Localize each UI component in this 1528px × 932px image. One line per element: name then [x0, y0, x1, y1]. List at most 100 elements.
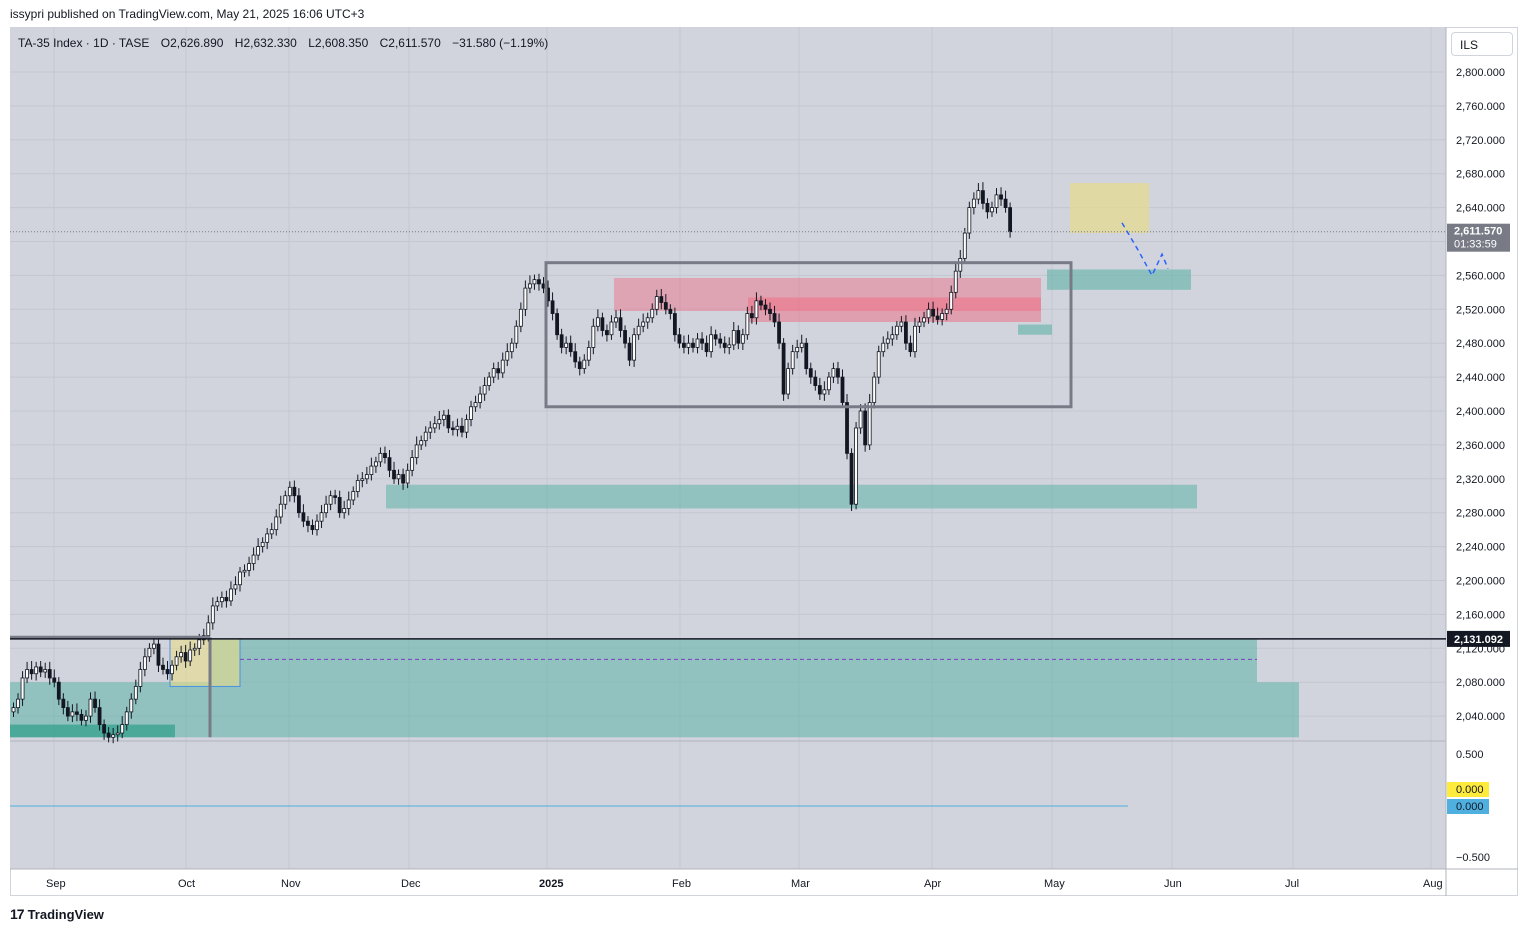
time-axis[interactable]: Sep Oct Nov Dec 2025 Feb Mar Apr May Jun Jul Aug	[46, 878, 1443, 890]
candle	[618, 309, 623, 338]
candle	[922, 311, 926, 328]
candle	[482, 377, 487, 401]
candle-body	[509, 342, 514, 353]
candle-body	[251, 554, 256, 564]
candle	[451, 421, 455, 436]
candle-body	[772, 313, 777, 323]
candle-body	[555, 313, 559, 336]
candle-body	[867, 402, 872, 446]
candle	[990, 201, 994, 217]
indicator-tick-label: −0.500	[1456, 852, 1490, 864]
candle	[161, 657, 165, 675]
candle-body	[283, 495, 288, 505]
candle-body	[786, 368, 791, 395]
footer-brand[interactable]: 17 TradingView	[10, 906, 104, 922]
chart-canvas[interactable]: 2,800.000 2,760.000 2,720.000 2,680.000 2,64…	[10, 27, 1518, 896]
candle	[419, 435, 424, 450]
candle	[827, 372, 831, 395]
projection-path	[1121, 222, 1169, 278]
candle	[777, 313, 781, 350]
candle	[962, 227, 967, 264]
candle	[496, 361, 501, 380]
candle	[650, 303, 655, 323]
x-tick-label: Sep	[46, 878, 66, 890]
countdown-label: 01:33:59	[1454, 239, 1497, 251]
candle	[568, 335, 573, 357]
candle	[306, 516, 310, 533]
candle-body	[296, 495, 301, 514]
candle-body	[129, 698, 134, 713]
candle	[872, 372, 877, 409]
candle-body	[713, 334, 718, 340]
candle	[822, 381, 827, 401]
candle	[858, 404, 863, 434]
supply-zone-inner	[748, 297, 1041, 323]
candle	[364, 466, 369, 484]
candle	[383, 446, 387, 464]
candle	[953, 263, 958, 299]
consolidation-box	[1070, 183, 1149, 234]
candle	[174, 650, 179, 671]
candle-body	[206, 622, 211, 636]
candle-body	[537, 279, 541, 285]
candle	[586, 340, 591, 367]
candle	[179, 645, 184, 663]
candle-body	[124, 711, 129, 725]
candle-body	[65, 707, 70, 717]
candle	[229, 581, 233, 606]
candle	[695, 333, 700, 354]
candle-body	[931, 308, 935, 317]
candle-body	[224, 597, 229, 602]
candle-body	[265, 533, 270, 543]
y-tick-label: 2,320.000	[1456, 474, 1505, 486]
legend-high: H2,632.330	[234, 36, 297, 50]
zones	[10, 183, 1299, 738]
candle-body	[691, 342, 695, 348]
candle	[147, 643, 152, 662]
candle	[25, 661, 29, 684]
candle-body	[908, 342, 913, 353]
legend-open: O2,626.890	[160, 36, 224, 50]
candle-body	[854, 427, 858, 505]
candle	[401, 468, 405, 490]
candle-body	[808, 368, 813, 378]
legend-close: C2,611.570	[379, 36, 441, 50]
candle-body	[52, 677, 57, 683]
candle	[704, 335, 709, 357]
candle	[899, 316, 904, 333]
candle-body	[478, 393, 482, 403]
x-tick-label: Jul	[1285, 878, 1299, 890]
candle-body	[138, 669, 143, 687]
candle-body	[278, 503, 283, 518]
candle-body	[532, 279, 537, 285]
candle-body	[564, 342, 569, 348]
candle	[985, 198, 990, 219]
x-tick-label: Dec	[401, 878, 421, 890]
x-tick-label: 2025	[539, 878, 563, 890]
candle	[20, 671, 25, 706]
candle-body	[324, 503, 328, 514]
candle-body	[242, 569, 247, 573]
candle-body	[749, 313, 754, 319]
candle-body	[695, 338, 700, 348]
candle-body	[38, 666, 43, 673]
candle	[913, 317, 917, 358]
candle	[514, 320, 519, 349]
candle-body	[845, 402, 849, 454]
candle	[410, 449, 415, 477]
candle	[129, 693, 134, 719]
candle	[867, 394, 872, 450]
candle	[555, 308, 559, 340]
candle-body	[455, 425, 460, 431]
candle	[944, 303, 949, 321]
candle-body	[383, 452, 387, 459]
candle-body	[740, 334, 745, 344]
candle-body	[142, 656, 147, 670]
y-tick-label: 2,080.000	[1456, 677, 1505, 689]
candle	[75, 703, 79, 722]
candle-body	[568, 342, 573, 353]
price-axis[interactable]: 2,800.000 2,760.000 2,720.000 2,680.000 2,64…	[1447, 67, 1510, 864]
candle	[971, 192, 976, 215]
candle-body	[777, 321, 781, 344]
currency-button[interactable]: ILS	[1451, 32, 1513, 56]
